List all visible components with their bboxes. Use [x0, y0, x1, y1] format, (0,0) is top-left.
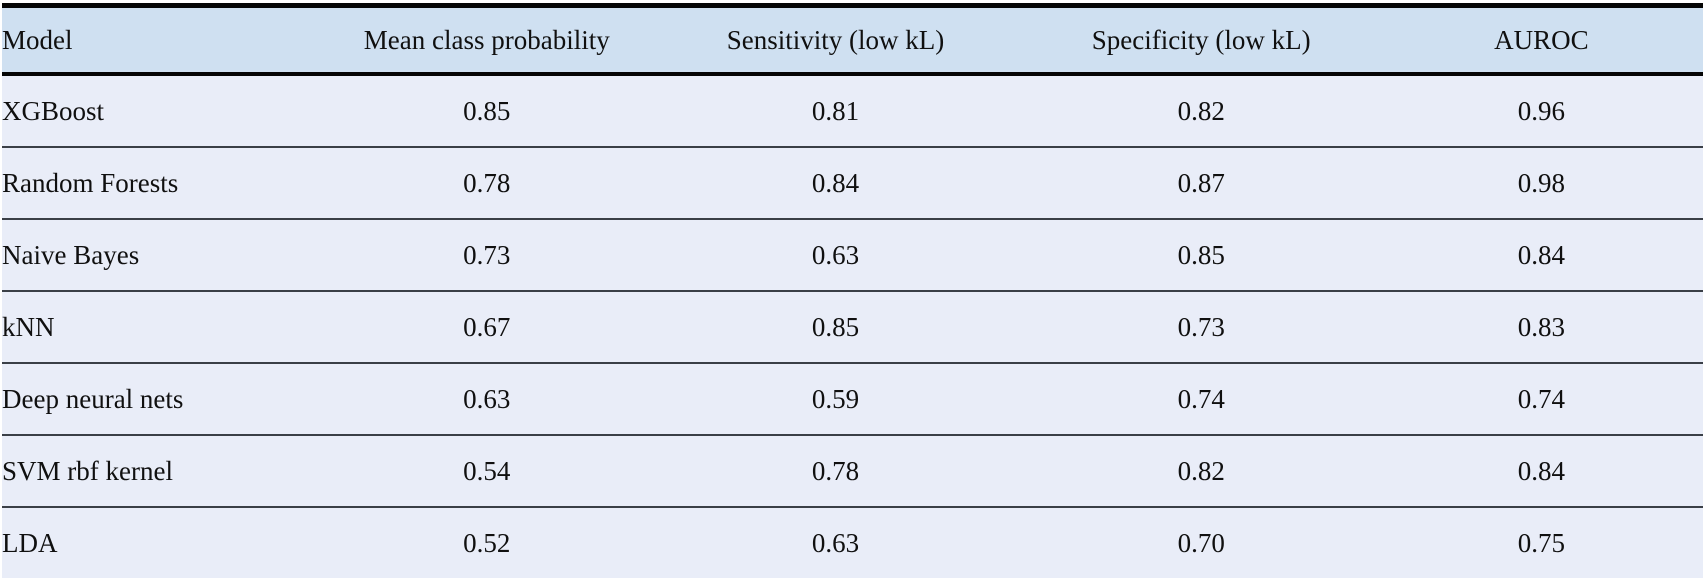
column-header-specificity: Specificity (low kL) — [1091, 24, 1311, 55]
value-cell: 0.67 — [463, 311, 511, 342]
value-cell: 0.52 — [463, 527, 511, 558]
value-cell: 0.81 — [811, 95, 860, 126]
value-cell: 0.96 — [1517, 95, 1566, 126]
table-header: Model Mean class probability Sensitivity… — [2, 5, 1703, 74]
value-cell: 0.59 — [811, 383, 860, 414]
model-cell: kNN — [2, 311, 55, 342]
value-cell: 0.63 — [811, 527, 860, 558]
column-header-auroc: AUROC — [1494, 24, 1589, 55]
value-cell: 0.73 — [1177, 311, 1225, 342]
value-cell: 0.78 — [811, 455, 860, 486]
value-cell: 0.82 — [1177, 95, 1225, 126]
value-cell: 0.98 — [1517, 167, 1566, 198]
table-row: kNN 0.67 0.85 0.73 0.83 — [2, 291, 1703, 363]
table-row: Random Forests 0.78 0.84 0.87 0.98 — [2, 147, 1703, 219]
value-cell: 0.63 — [811, 239, 860, 270]
table-row: Deep neural nets 0.63 0.59 0.74 0.74 — [2, 363, 1703, 435]
value-cell: 0.74 — [1517, 383, 1566, 414]
value-cell: 0.54 — [463, 455, 511, 486]
model-cell: XGBoost — [2, 95, 105, 126]
value-cell: 0.82 — [1177, 455, 1225, 486]
value-cell: 0.70 — [1177, 527, 1225, 558]
value-cell: 0.84 — [811, 167, 860, 198]
value-cell: 0.78 — [463, 167, 511, 198]
value-cell: 0.73 — [463, 239, 511, 270]
value-cell: 0.63 — [463, 383, 511, 414]
header-row: Model Mean class probability Sensitivity… — [2, 5, 1703, 74]
value-cell: 0.74 — [1177, 383, 1225, 414]
value-cell: 0.84 — [1517, 455, 1566, 486]
column-header-mean-class-probability: Mean class probability — [363, 24, 610, 55]
value-cell: 0.87 — [1177, 167, 1225, 198]
column-header-sensitivity: Sensitivity (low kL) — [726, 24, 945, 55]
model-cell: Random Forests — [2, 167, 179, 198]
value-cell: 0.84 — [1517, 239, 1566, 270]
model-cell: Deep neural nets — [2, 383, 184, 414]
model-cell: LDA — [2, 527, 58, 558]
value-cell: 0.85 — [1177, 239, 1225, 270]
table-row: XGBoost 0.85 0.81 0.82 0.96 — [2, 74, 1703, 147]
table-row: LDA 0.52 0.63 0.70 0.75 — [2, 507, 1703, 578]
value-cell: 0.75 — [1517, 527, 1566, 558]
table-row: Naive Bayes 0.73 0.63 0.85 0.84 — [2, 219, 1703, 291]
table-body: XGBoost 0.85 0.81 0.82 0.96 Random Fores… — [2, 74, 1703, 578]
column-header-model: Model — [2, 24, 73, 55]
table-row: SVM rbf kernel 0.54 0.78 0.82 0.84 — [2, 435, 1703, 507]
value-cell: 0.85 — [463, 95, 511, 126]
value-cell: 0.83 — [1517, 311, 1566, 342]
model-cell: SVM rbf kernel — [2, 455, 173, 486]
model-cell: Naive Bayes — [2, 239, 140, 270]
results-table: Model Mean class probability Sensitivity… — [2, 3, 1703, 578]
value-cell: 0.85 — [811, 311, 860, 342]
